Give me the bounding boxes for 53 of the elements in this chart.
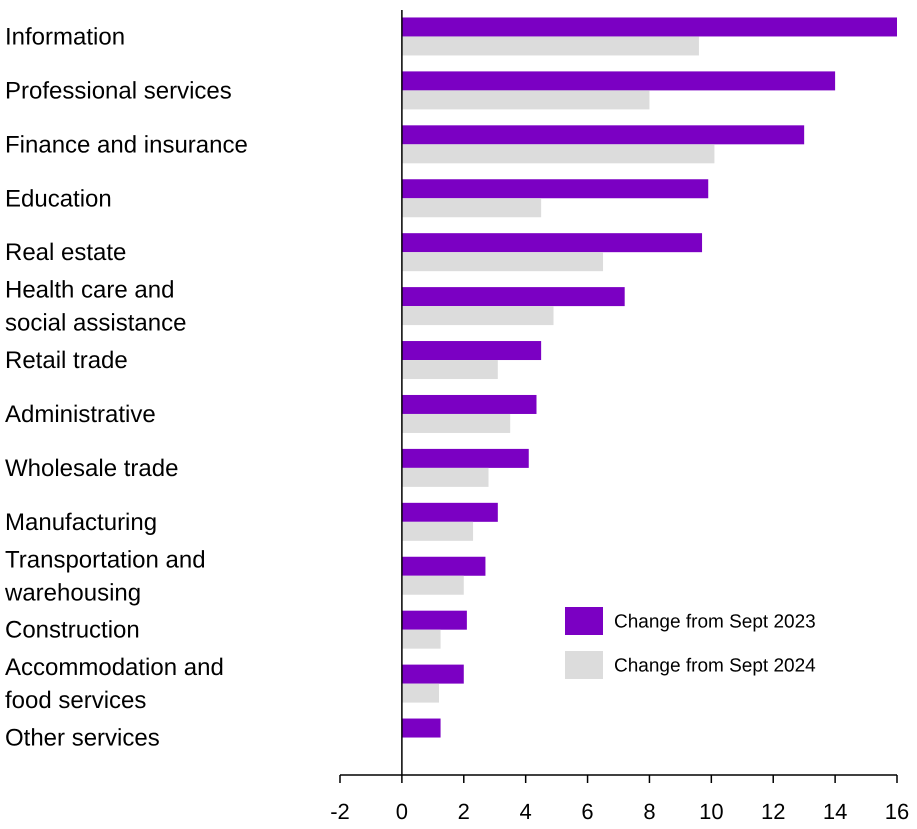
bar <box>402 664 464 684</box>
bar <box>402 341 542 360</box>
x-tick-label: 10 <box>699 799 724 824</box>
x-tick-label: 2 <box>458 799 470 824</box>
y-tick-label: Health care and social assistance <box>5 276 186 336</box>
x-tick-label: 16 <box>884 799 910 824</box>
bar <box>402 556 486 576</box>
y-tick-label: Real estate <box>5 238 126 266</box>
bar <box>402 448 529 468</box>
bar <box>402 630 441 649</box>
bar <box>402 684 440 703</box>
y-tick-label: Finance and insurance <box>5 130 248 158</box>
bar <box>402 287 625 306</box>
bar <box>402 468 489 487</box>
bar <box>402 144 714 164</box>
y-tick-label: Retail trade <box>5 346 128 374</box>
legend-label: Change from Sept 2023 <box>614 612 816 632</box>
bar <box>402 198 542 218</box>
y-tick-label: Professional services <box>5 76 232 104</box>
bar <box>402 36 699 56</box>
bar <box>402 306 554 326</box>
bar <box>402 125 804 144</box>
x-tick-label: 14 <box>822 799 848 824</box>
y-tick-label: Manufacturing <box>5 508 158 536</box>
bar <box>402 610 467 630</box>
y-tick-label: Accommodation and food services <box>5 654 224 714</box>
bar <box>402 394 536 414</box>
bar <box>402 360 498 380</box>
x-tick-label: 12 <box>760 799 786 824</box>
x-tick-label: 6 <box>581 799 594 824</box>
bar <box>402 718 441 738</box>
bar <box>402 179 708 198</box>
y-tick-label: Wholesale trade <box>5 454 178 482</box>
y-tick-label: Construction <box>5 616 140 644</box>
y-tick-label: Transportation and warehousing <box>4 546 206 606</box>
x-tick-label: 0 <box>396 799 408 824</box>
bar <box>402 522 474 541</box>
bar <box>402 502 498 522</box>
bar <box>402 90 650 110</box>
y-tick-label: Administrative <box>5 400 156 428</box>
y-tick-label: Education <box>5 184 112 212</box>
bar <box>402 576 464 595</box>
x-tick-label: 8 <box>643 799 656 824</box>
bar <box>402 17 897 36</box>
legend-label: Change from Sept 2024 <box>614 656 816 676</box>
y-tick-label: Information <box>5 22 126 50</box>
x-tick-label: -2 <box>330 799 350 824</box>
y-tick-label: Other services <box>5 724 160 752</box>
x-tick-label: 4 <box>520 799 532 824</box>
bar <box>402 252 604 272</box>
bar <box>402 414 510 433</box>
bar <box>402 233 702 252</box>
bar <box>402 71 836 90</box>
